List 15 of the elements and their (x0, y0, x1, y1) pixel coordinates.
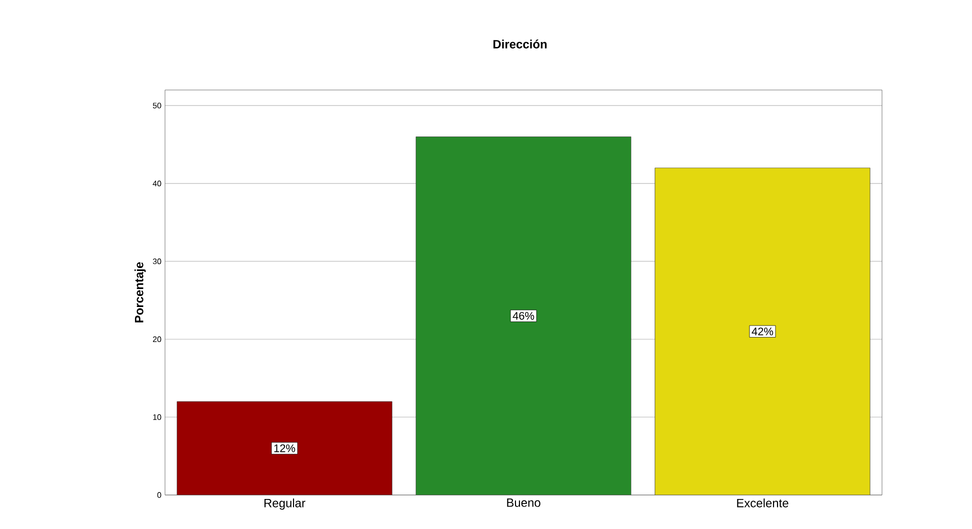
y-tick-label: 40 (152, 180, 162, 186)
y-tick-label: 20 (152, 336, 162, 342)
x-tick-label: Regular (264, 498, 306, 510)
y-axis-title: Porcentaje (134, 262, 146, 322)
data-label: 12% (274, 444, 296, 452)
bar (416, 136, 632, 495)
chart-title: Dirección (493, 40, 547, 48)
x-tick-label: Bueno (507, 498, 540, 507)
y-tick-label: 10 (153, 414, 162, 420)
y-tick-label: 0 (157, 492, 162, 498)
x-tick-label: Excelente (737, 498, 788, 508)
y-tick-label: 30 (152, 258, 162, 264)
data-label: 46% (512, 312, 534, 320)
data-label: 42% (752, 328, 774, 336)
y-tick-label: 50 (152, 102, 162, 108)
